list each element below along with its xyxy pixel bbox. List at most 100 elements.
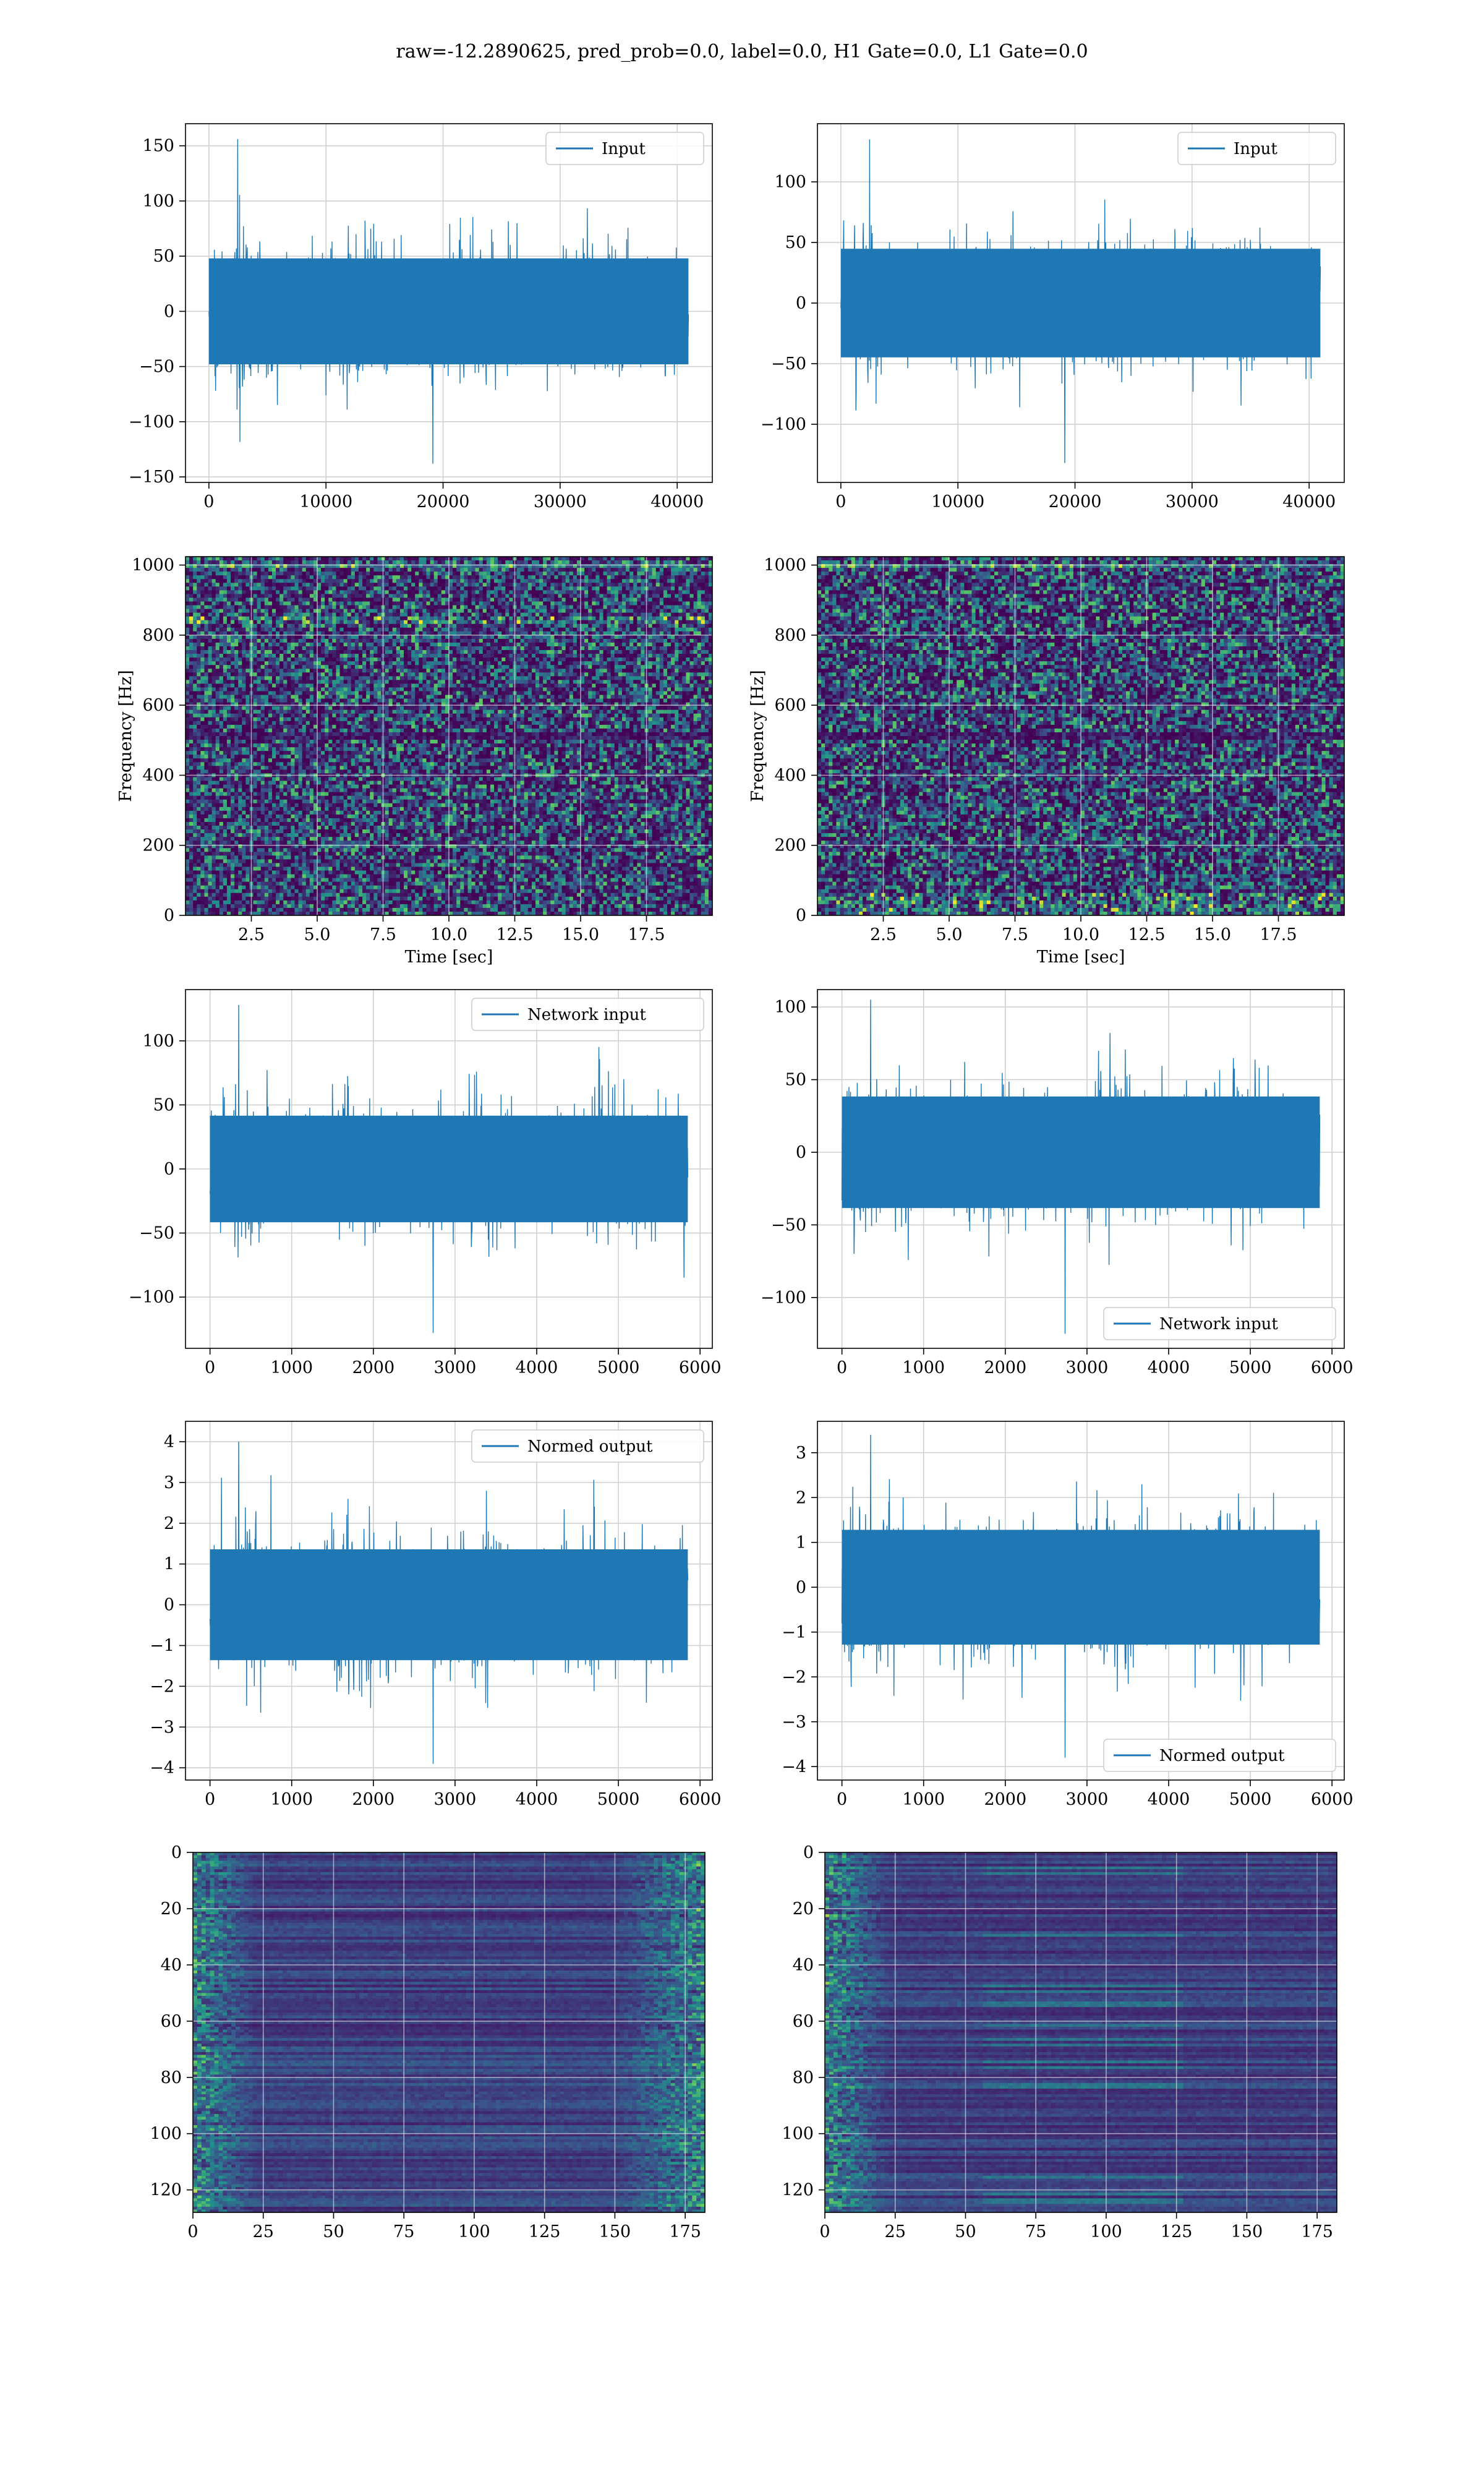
heatmap-cell [629,583,634,587]
heatmap-cell [208,568,213,572]
heatmap-cell [355,586,359,591]
heatmap-cell [370,557,374,561]
heatmap-cell [603,594,608,598]
heatmap-cell [254,560,258,565]
heatmap-cell [652,557,657,561]
heatmap-cell [204,590,208,594]
heatmap-cell [660,579,664,583]
heatmap-cell [558,571,562,576]
heatmap-cell [419,571,423,576]
heatmap-cell [310,575,314,580]
heatmap-cell [340,590,344,594]
heatmap-cell [678,590,683,594]
heatmap-cell [419,594,423,598]
heatmap-cell [479,586,484,591]
heatmap-cell [460,594,464,598]
heatmap-cell [490,590,495,594]
heatmap-cell [615,594,619,598]
heatmap-cell [245,575,250,580]
heatmap-cell [212,557,216,561]
heatmap-cell [261,560,265,565]
heatmap-cell [189,575,194,580]
heatmap-cell [216,586,220,591]
heatmap-cell [200,560,205,565]
heatmap-cell [479,594,484,598]
heatmap-cell [599,560,603,565]
x-tick-label: 0 [203,492,214,511]
heatmap-cell [400,583,404,587]
heatmap-cell [415,560,419,565]
heatmap-cell [287,575,291,580]
heatmap-cell [629,590,634,594]
heatmap-cell [547,586,551,591]
heatmap-cell [268,597,273,602]
heatmap-cell [615,579,619,583]
heatmap-cell [569,575,574,580]
heatmap-cell [550,557,555,561]
heatmap-cell [675,568,679,572]
heatmap-cell [566,583,570,587]
heatmap-cell [197,568,201,572]
heatmap-cell [204,597,208,602]
heatmap-cell [521,557,525,561]
heatmap-cell [517,579,521,583]
heatmap-cell [588,571,592,576]
heatmap-cell [599,575,603,580]
heatmap-cell [539,586,544,591]
heatmap-cell [622,560,626,565]
x-tick-label: 40000 [650,492,704,511]
heatmap-cell [509,583,513,587]
heatmap-cell [317,586,322,591]
heatmap-cell [573,568,578,572]
heatmap-cell [581,560,585,565]
heatmap-cell [517,594,521,598]
heatmap-cell [212,568,216,572]
heatmap-cell [370,571,374,576]
heatmap-cell [272,557,276,561]
heatmap-cell [396,560,401,565]
heatmap-cell [615,590,619,594]
chart-input-right: Input0 10000 20000 30000 40000−100−50050100 [761,124,1344,511]
heatmap-cell [686,571,690,576]
heatmap-cell [291,597,295,602]
heatmap-cell [325,575,329,580]
heatmap-cell [227,586,231,591]
heatmap-cell [299,560,303,565]
heatmap-cell [426,579,430,583]
heatmap-cell [682,557,686,561]
heatmap-cell [498,560,502,565]
heatmap-cell [344,586,348,591]
heatmap-cell [400,586,404,591]
heatmap-cell [581,557,585,561]
heatmap-cell [351,590,356,594]
heatmap-cell [328,571,333,576]
heatmap-cell [626,579,630,583]
legend-label: Input [1234,140,1277,158]
heatmap-cell [618,590,623,594]
heatmap-cell [245,560,250,565]
heatmap-cell [460,575,464,580]
heatmap-cell [272,568,276,572]
heatmap-cell [592,560,596,565]
heatmap-cell [291,586,295,591]
heatmap-cell [377,586,382,591]
x-tick-label: 40000 [1282,492,1336,511]
heatmap-cell [472,579,476,583]
heatmap-cell [254,590,258,594]
heatmap-cell [426,571,430,576]
heatmap-cell [362,586,367,591]
heatmap-cell [641,579,645,583]
heatmap-cell [234,597,239,602]
heatmap-cell [652,590,657,594]
heatmap-cell [494,575,498,580]
heatmap-cell [573,586,578,591]
heatmap-cell [373,579,378,583]
heatmap-cell [694,557,698,561]
heatmap-cell [366,571,370,576]
heatmap-cell [419,579,423,583]
heatmap-cell [626,571,630,576]
heatmap-cell [539,579,544,583]
heatmap-cell [186,597,190,602]
heatmap-cell [501,586,506,591]
x-tick-label: 20000 [417,492,470,511]
